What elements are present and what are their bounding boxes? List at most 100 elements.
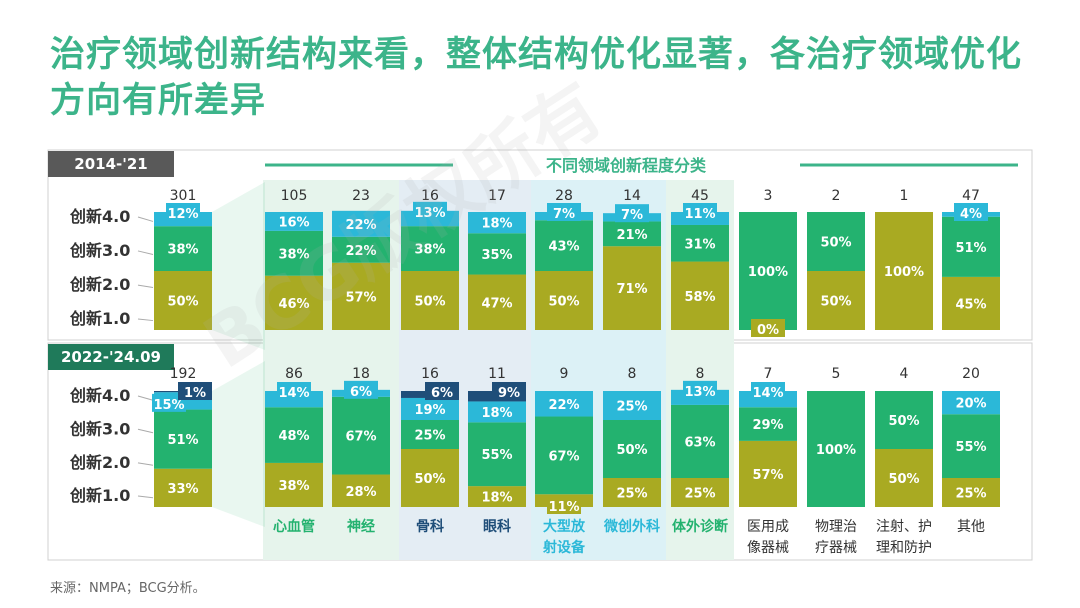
y-level-leader bbox=[137, 428, 154, 434]
bar-segment bbox=[332, 474, 390, 507]
bar-total: 86 bbox=[285, 366, 303, 382]
bar-segment bbox=[603, 391, 661, 420]
bar-label: 9% bbox=[498, 386, 520, 401]
bar-segment bbox=[468, 233, 526, 275]
y-level-label: 创新3.0 bbox=[69, 241, 130, 260]
bar-label-bg bbox=[683, 380, 717, 399]
page-title: 治疗领域创新结构来看，整体结构优化显著，各治疗领域优化方向有所差异 bbox=[50, 35, 1023, 121]
funnel-shape bbox=[212, 361, 265, 527]
bar-segment bbox=[671, 404, 729, 478]
bar-segment bbox=[875, 449, 933, 507]
bar-segment bbox=[671, 261, 729, 330]
y-level-label: 创新1.0 bbox=[69, 309, 130, 328]
bar-segment bbox=[468, 274, 526, 330]
bar-label: 25% bbox=[616, 400, 647, 415]
bar-label-bg bbox=[152, 393, 186, 412]
bar-total: 14 bbox=[623, 188, 641, 204]
bar-label: 71% bbox=[616, 282, 647, 297]
y-level-label: 创新4.0 bbox=[69, 386, 130, 405]
bar-label: 50% bbox=[414, 472, 445, 487]
bar-label: 14% bbox=[278, 386, 309, 401]
bar-label: 50% bbox=[548, 295, 579, 310]
bar-total: 3 bbox=[764, 188, 773, 204]
bar-label: 50% bbox=[167, 295, 198, 310]
bar-total: 11 bbox=[488, 366, 506, 382]
bar-segment bbox=[401, 271, 459, 330]
bar-label: 21% bbox=[616, 228, 647, 243]
bar-segment bbox=[875, 391, 933, 449]
bar-label: 25% bbox=[684, 487, 715, 502]
funnel-shape bbox=[212, 182, 265, 350]
bar-label: 57% bbox=[752, 468, 783, 483]
period-tag-bg-1 bbox=[48, 151, 174, 177]
bar-label: 0% bbox=[757, 323, 779, 338]
bar-label: 47% bbox=[481, 296, 512, 311]
period-tag-bg-2 bbox=[48, 344, 174, 370]
bar-label: 58% bbox=[684, 290, 715, 305]
bar-total: 16 bbox=[421, 366, 439, 382]
bar-label: 38% bbox=[278, 247, 309, 262]
bar-segment bbox=[603, 246, 661, 330]
category-label: 理和防护 bbox=[876, 540, 932, 556]
bar-label: 13% bbox=[684, 385, 715, 400]
bar-label: 100% bbox=[884, 265, 924, 280]
bar-segment bbox=[807, 212, 865, 271]
bar-label: 57% bbox=[345, 290, 376, 305]
category-label: 微创外科 bbox=[603, 518, 660, 535]
bar-label: 55% bbox=[481, 448, 512, 463]
bar-label-bg bbox=[413, 201, 447, 220]
category-label: 注射、护 bbox=[876, 519, 932, 535]
bar-label: 48% bbox=[278, 429, 309, 444]
bar-segment bbox=[154, 226, 212, 271]
bar-segment bbox=[739, 212, 797, 330]
bar-segment bbox=[942, 478, 1000, 507]
bar-segment bbox=[942, 276, 1000, 330]
bar-label: 7% bbox=[553, 207, 575, 222]
y-level-label: 创新3.0 bbox=[69, 419, 130, 438]
bar-label: 6% bbox=[431, 386, 453, 401]
bar-segment bbox=[154, 468, 212, 507]
bar-label: 11% bbox=[548, 500, 579, 515]
bar-label: 50% bbox=[616, 443, 647, 458]
bar-label: 50% bbox=[888, 414, 919, 429]
bar-label-bg bbox=[683, 203, 717, 221]
bar-segment bbox=[401, 397, 459, 420]
bar-segment bbox=[265, 462, 323, 507]
bar-label: 7% bbox=[621, 208, 643, 223]
bar-segment bbox=[401, 420, 459, 449]
bar-label: 14% bbox=[752, 386, 783, 401]
period-tag-1: 2014-'21 bbox=[74, 155, 147, 173]
bar-label: 50% bbox=[414, 295, 445, 310]
bar-total: 301 bbox=[170, 188, 197, 204]
bar-segment bbox=[468, 212, 526, 234]
category-label: 疗器械 bbox=[815, 540, 857, 556]
bar-segment bbox=[401, 449, 459, 507]
bar-total: 47 bbox=[962, 188, 980, 204]
bar-label-bg bbox=[547, 496, 581, 514]
y-level-label: 创新1.0 bbox=[69, 486, 130, 505]
bar-segment bbox=[875, 212, 933, 330]
bar-label: 33% bbox=[167, 482, 198, 497]
y-level-leader bbox=[137, 318, 154, 322]
bar-label: 38% bbox=[414, 243, 445, 258]
bar-segment bbox=[265, 407, 323, 463]
bar-label: 6% bbox=[350, 385, 372, 400]
category-label: 心血管 bbox=[273, 518, 315, 535]
bar-label: 50% bbox=[888, 472, 919, 487]
bar-label: 35% bbox=[481, 248, 512, 263]
bar-label: 29% bbox=[752, 418, 783, 433]
bar-label: 25% bbox=[414, 429, 445, 444]
bar-label: 16% bbox=[278, 215, 309, 230]
bar-segment bbox=[468, 401, 526, 423]
bar-label: 51% bbox=[167, 433, 198, 448]
bar-segment bbox=[603, 478, 661, 507]
source-note: 来源：NMPA；BCG分析。 bbox=[50, 581, 206, 596]
bar-label: 28% bbox=[345, 485, 376, 500]
bar-label: 18% bbox=[481, 406, 512, 421]
bar-total: 192 bbox=[170, 366, 197, 382]
bar-total: 17 bbox=[488, 188, 506, 204]
bar-segment bbox=[942, 216, 1000, 277]
bar-label: 1% bbox=[184, 386, 206, 401]
bar-label-bg bbox=[492, 382, 526, 400]
